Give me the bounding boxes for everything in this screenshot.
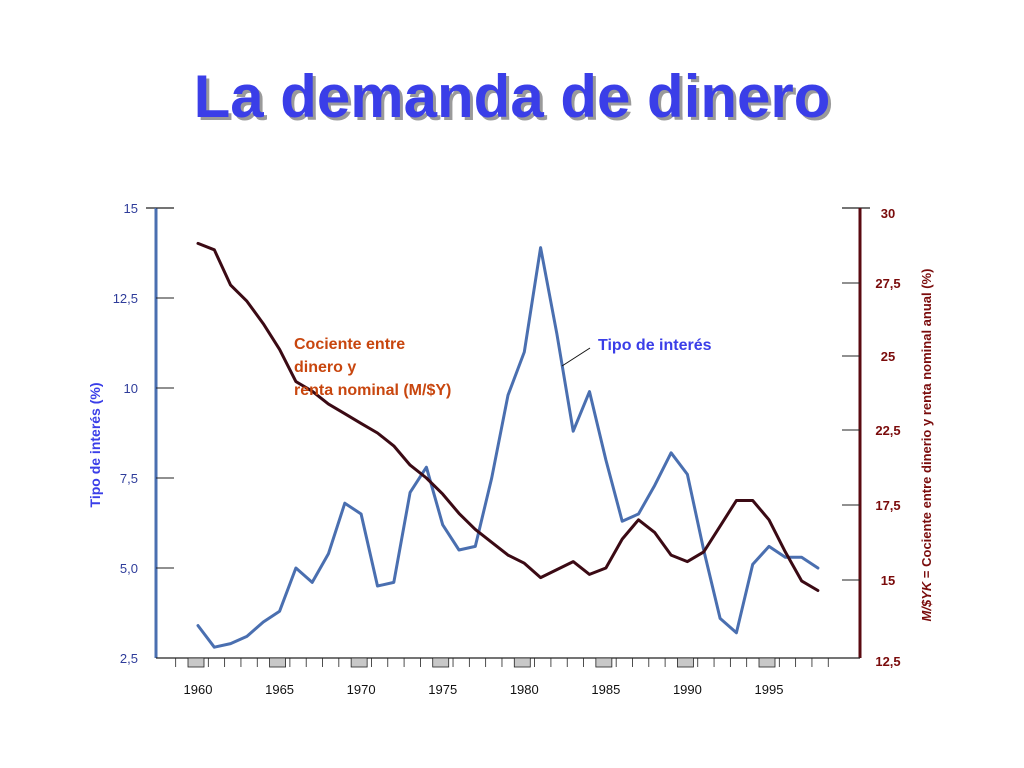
right-axis-title: M/$YK = Cociente entre dinerio y renta n… — [919, 269, 934, 622]
x-major-tick-box — [513, 657, 531, 668]
x-tick-label: 1990 — [673, 682, 702, 697]
x-tick-label: 1995 — [755, 682, 784, 697]
left-axis-ticks: 15 12,5 10 7,5 5,0 2,5 — [113, 201, 174, 666]
slide-title: La demanda de dinero — [193, 63, 831, 130]
left-axis-title: Tipo de interés (%) — [87, 383, 103, 508]
rate-annotation: Tipo de interés — [598, 337, 712, 354]
ratio-annotation-line-1: Cociente entre — [294, 336, 405, 353]
x-axis-ticks: 1960 1965 1970 1975 1980 1985 1990 1995 — [175, 657, 829, 697]
x-major-tick-box — [758, 657, 776, 668]
x-major-tick-box — [350, 657, 368, 668]
interest-rate-line — [196, 246, 820, 649]
left-tick-label: 5,0 — [120, 561, 138, 576]
series-layer — [196, 241, 820, 649]
x-major-tick-box — [187, 657, 205, 668]
left-tick-label: 10 — [124, 381, 138, 396]
x-tick-label: 1985 — [591, 682, 620, 697]
right-tick-label: 12,5 — [875, 654, 900, 669]
right-tick-label: 17,5 — [875, 498, 900, 513]
ratio-annotation-line-3: renta nominal (M/$Y) — [294, 382, 451, 399]
right-tick-label: 22,5 — [875, 423, 900, 438]
x-major-tick-box — [269, 657, 286, 668]
x-tick-label: 1970 — [347, 682, 376, 697]
left-tick-label: 15 — [124, 201, 138, 216]
ratio-annotation-line-2: dinero y — [294, 359, 356, 376]
left-tick-label: 7,5 — [120, 471, 138, 486]
right-tick-label: 15 — [881, 573, 895, 588]
right-tick-label: 27,5 — [875, 276, 900, 291]
right-axis-title-rest: = Cociente entre dinerio y renta nominal… — [919, 269, 934, 582]
left-tick-label: 2,5 — [120, 651, 138, 666]
right-tick-label: 30 — [881, 206, 895, 221]
x-major-tick-box — [432, 657, 450, 668]
x-tick-label: 1965 — [265, 682, 294, 697]
x-major-tick-box — [677, 657, 694, 668]
right-axis-ticks: 30 27,5 25 22,5 17,5 15 12,5 — [842, 206, 901, 669]
x-tick-label: 1960 — [184, 682, 213, 697]
left-tick-label: 12,5 — [113, 291, 138, 306]
x-tick-label: 1975 — [428, 682, 457, 697]
x-major-tick-box — [595, 657, 613, 668]
rate-annotation-leader — [561, 347, 591, 367]
right-axis-title-italic: M/$YK — [919, 580, 934, 621]
right-tick-label: 25 — [881, 349, 895, 364]
money-income-ratio-line — [196, 241, 820, 592]
chart-axes — [146, 207, 870, 659]
x-tick-label: 1980 — [510, 682, 539, 697]
